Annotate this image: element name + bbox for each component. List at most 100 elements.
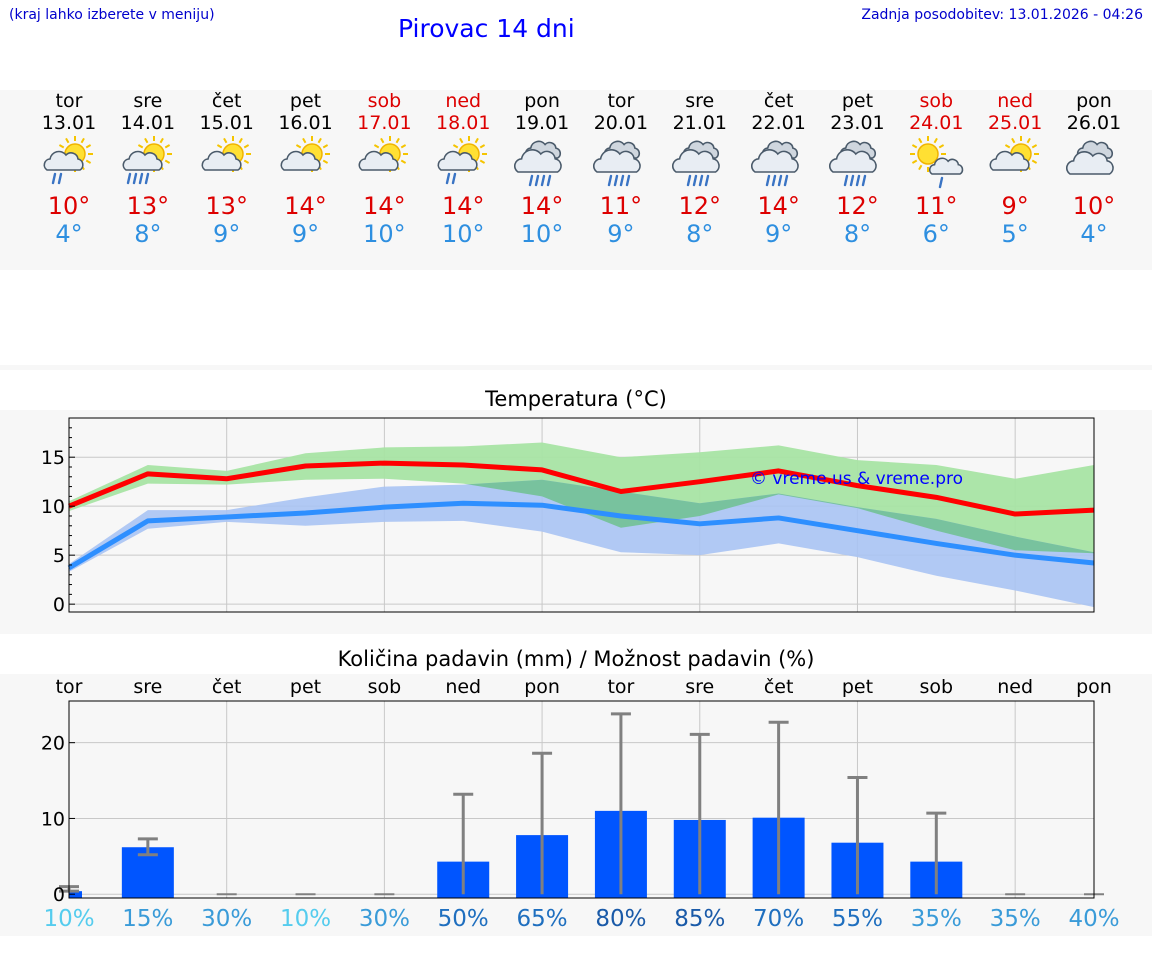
day-name: ned — [445, 90, 482, 112]
day-date: 18.01 — [436, 112, 491, 134]
day-forecast: sre 14.01 13° 8° — [109, 90, 187, 248]
day-forecast: tor 20.01 11° 9° — [582, 90, 660, 248]
precip-probability-label: 30% — [359, 906, 410, 932]
day-forecast: sob 24.01 11° 6° — [897, 90, 975, 248]
y-tick-label: 0 — [53, 594, 65, 616]
temperature-chart: 0 5 10 15 © vreme.us & vreme.pro — [41, 417, 1095, 616]
day-date: 22.01 — [751, 112, 806, 134]
precip-day-label: ned — [997, 676, 1033, 698]
precip-probability-label: 35% — [911, 906, 962, 932]
region-menu-hint[interactable]: (kraj lahko izberete v meniju) — [9, 7, 215, 23]
day-forecast: ned 18.01 14° 10° — [424, 90, 502, 248]
min-temperature: 4° — [1080, 220, 1108, 248]
watermark: © vreme.us & vreme.pro — [750, 469, 963, 489]
min-temperature: 8° — [134, 220, 162, 248]
partly-cloudy-rain-icon — [122, 136, 172, 185]
max-temperature: 14° — [757, 192, 800, 220]
day-date: 16.01 — [278, 112, 333, 134]
day-name: pon — [1076, 90, 1112, 112]
day-name: sob — [919, 90, 954, 112]
y-tick-label: 10 — [41, 496, 65, 518]
max-temperature: 11° — [915, 192, 958, 220]
precip-probability-label: 10% — [43, 906, 94, 932]
day-date: 15.01 — [199, 112, 254, 134]
precip-probability-label: 30% — [201, 906, 252, 932]
y-tick-label: 0 — [53, 884, 65, 906]
section-divider — [0, 365, 1152, 370]
day-name: pet — [289, 90, 322, 112]
day-forecast: pon 26.01 10° 4° — [1055, 90, 1133, 248]
precipitation-chart: tor sre čet pet sob ned pon tor sre čet pet sob ned p… — [41, 676, 1120, 932]
y-tick-label: 20 — [41, 733, 65, 755]
max-temperature: 11° — [599, 192, 643, 220]
max-temperature: 9° — [1001, 192, 1029, 220]
day-date: 17.01 — [357, 112, 412, 134]
y-tick-label: 5 — [53, 545, 65, 567]
partly-cloudy-light-rain-icon — [43, 136, 93, 185]
day-name: ned — [997, 90, 1034, 112]
min-temperature: 10° — [441, 220, 485, 248]
y-tick-label: 10 — [41, 808, 65, 830]
day-forecast: sre 21.01 12° 8° — [661, 90, 739, 248]
precip-day-label: sob — [368, 676, 402, 698]
day-forecast: pon 19.01 14° 10° — [503, 90, 581, 248]
precipitation-chart-title: Količina padavin (mm) / Možnost padavin … — [337, 647, 815, 671]
max-temperature-line — [68, 460, 1095, 517]
min-temperature: 10° — [520, 220, 564, 248]
precip-day-label: pon — [1076, 676, 1112, 698]
precip-day-label: čet — [764, 676, 794, 698]
max-temperature: 14° — [520, 192, 564, 220]
precip-probability-label: 15% — [122, 906, 173, 932]
day-forecast: tor 13.01 10° 4° — [30, 90, 108, 248]
precip-day-label: sre — [133, 676, 162, 698]
y-tick-label: 15 — [41, 447, 65, 469]
min-temperature: 6° — [922, 220, 950, 248]
day-forecast: čet 15.01 13° 9° — [188, 90, 266, 248]
max-temperature: 14° — [441, 192, 485, 220]
precip-day-label: pon — [524, 676, 560, 698]
cloudy-rain-icon — [829, 140, 878, 187]
cloudy-icon — [1066, 140, 1114, 175]
day-name: pet — [841, 90, 874, 112]
max-temperature: 10° — [47, 192, 91, 220]
plot-frame — [68, 417, 1095, 613]
day-name: pon — [524, 90, 560, 112]
day-name: čet — [211, 90, 242, 112]
partly-cloudy-icon — [201, 136, 251, 172]
partly-cloudy-icon — [358, 136, 409, 172]
temperature-chart-title: Temperatura (°C) — [485, 387, 667, 411]
day-date: 20.01 — [593, 112, 649, 134]
day-name: tor — [607, 90, 635, 112]
cloudy-rain-icon — [671, 140, 720, 187]
day-date: 25.01 — [987, 112, 1043, 134]
day-forecast: pet 23.01 12° 8° — [818, 90, 896, 248]
day-forecast: pet 16.01 14° 9° — [267, 90, 345, 248]
max-temperature: 13° — [205, 192, 248, 220]
precip-day-label: ned — [445, 676, 481, 698]
day-name: tor — [55, 90, 83, 112]
precip-probability-label: 50% — [438, 906, 489, 932]
day-name: sob — [367, 90, 402, 112]
precip-probability-label: 85% — [674, 906, 725, 932]
precip-probability-label: 80% — [595, 906, 646, 932]
min-temperature: 8° — [843, 220, 872, 248]
day-forecast: čet 22.01 14° 9° — [740, 90, 818, 248]
day-date: 23.01 — [830, 112, 885, 134]
partly-cloudy-icon — [989, 136, 1040, 172]
day-date: 19.01 — [514, 112, 570, 134]
precip-bar — [69, 891, 82, 898]
partly-cloudy-light-rain-icon — [437, 136, 488, 185]
forecast-strip: tor 13.01 10° 4° sre 14.01 13° 8° čet 15.01 13° 9° p… — [0, 90, 1152, 270]
precip-day-label: pet — [842, 676, 873, 698]
day-forecast: ned 25.01 9° 5° — [976, 90, 1054, 248]
page-title: Pirovac 14 dni — [398, 14, 575, 43]
day-date: 24.01 — [909, 112, 964, 134]
day-date: 26.01 — [1066, 112, 1122, 134]
min-temperature: 9° — [764, 220, 793, 248]
max-temperature: 14° — [363, 192, 406, 220]
precip-day-label: tor — [56, 676, 83, 698]
last-updated: Zadnja posodobitev: 13.01.2026 - 04:26 — [861, 7, 1143, 23]
max-temperature: 13° — [126, 192, 170, 220]
precip-probability-label: 65% — [517, 906, 568, 932]
partly-cloudy-icon — [280, 136, 330, 172]
